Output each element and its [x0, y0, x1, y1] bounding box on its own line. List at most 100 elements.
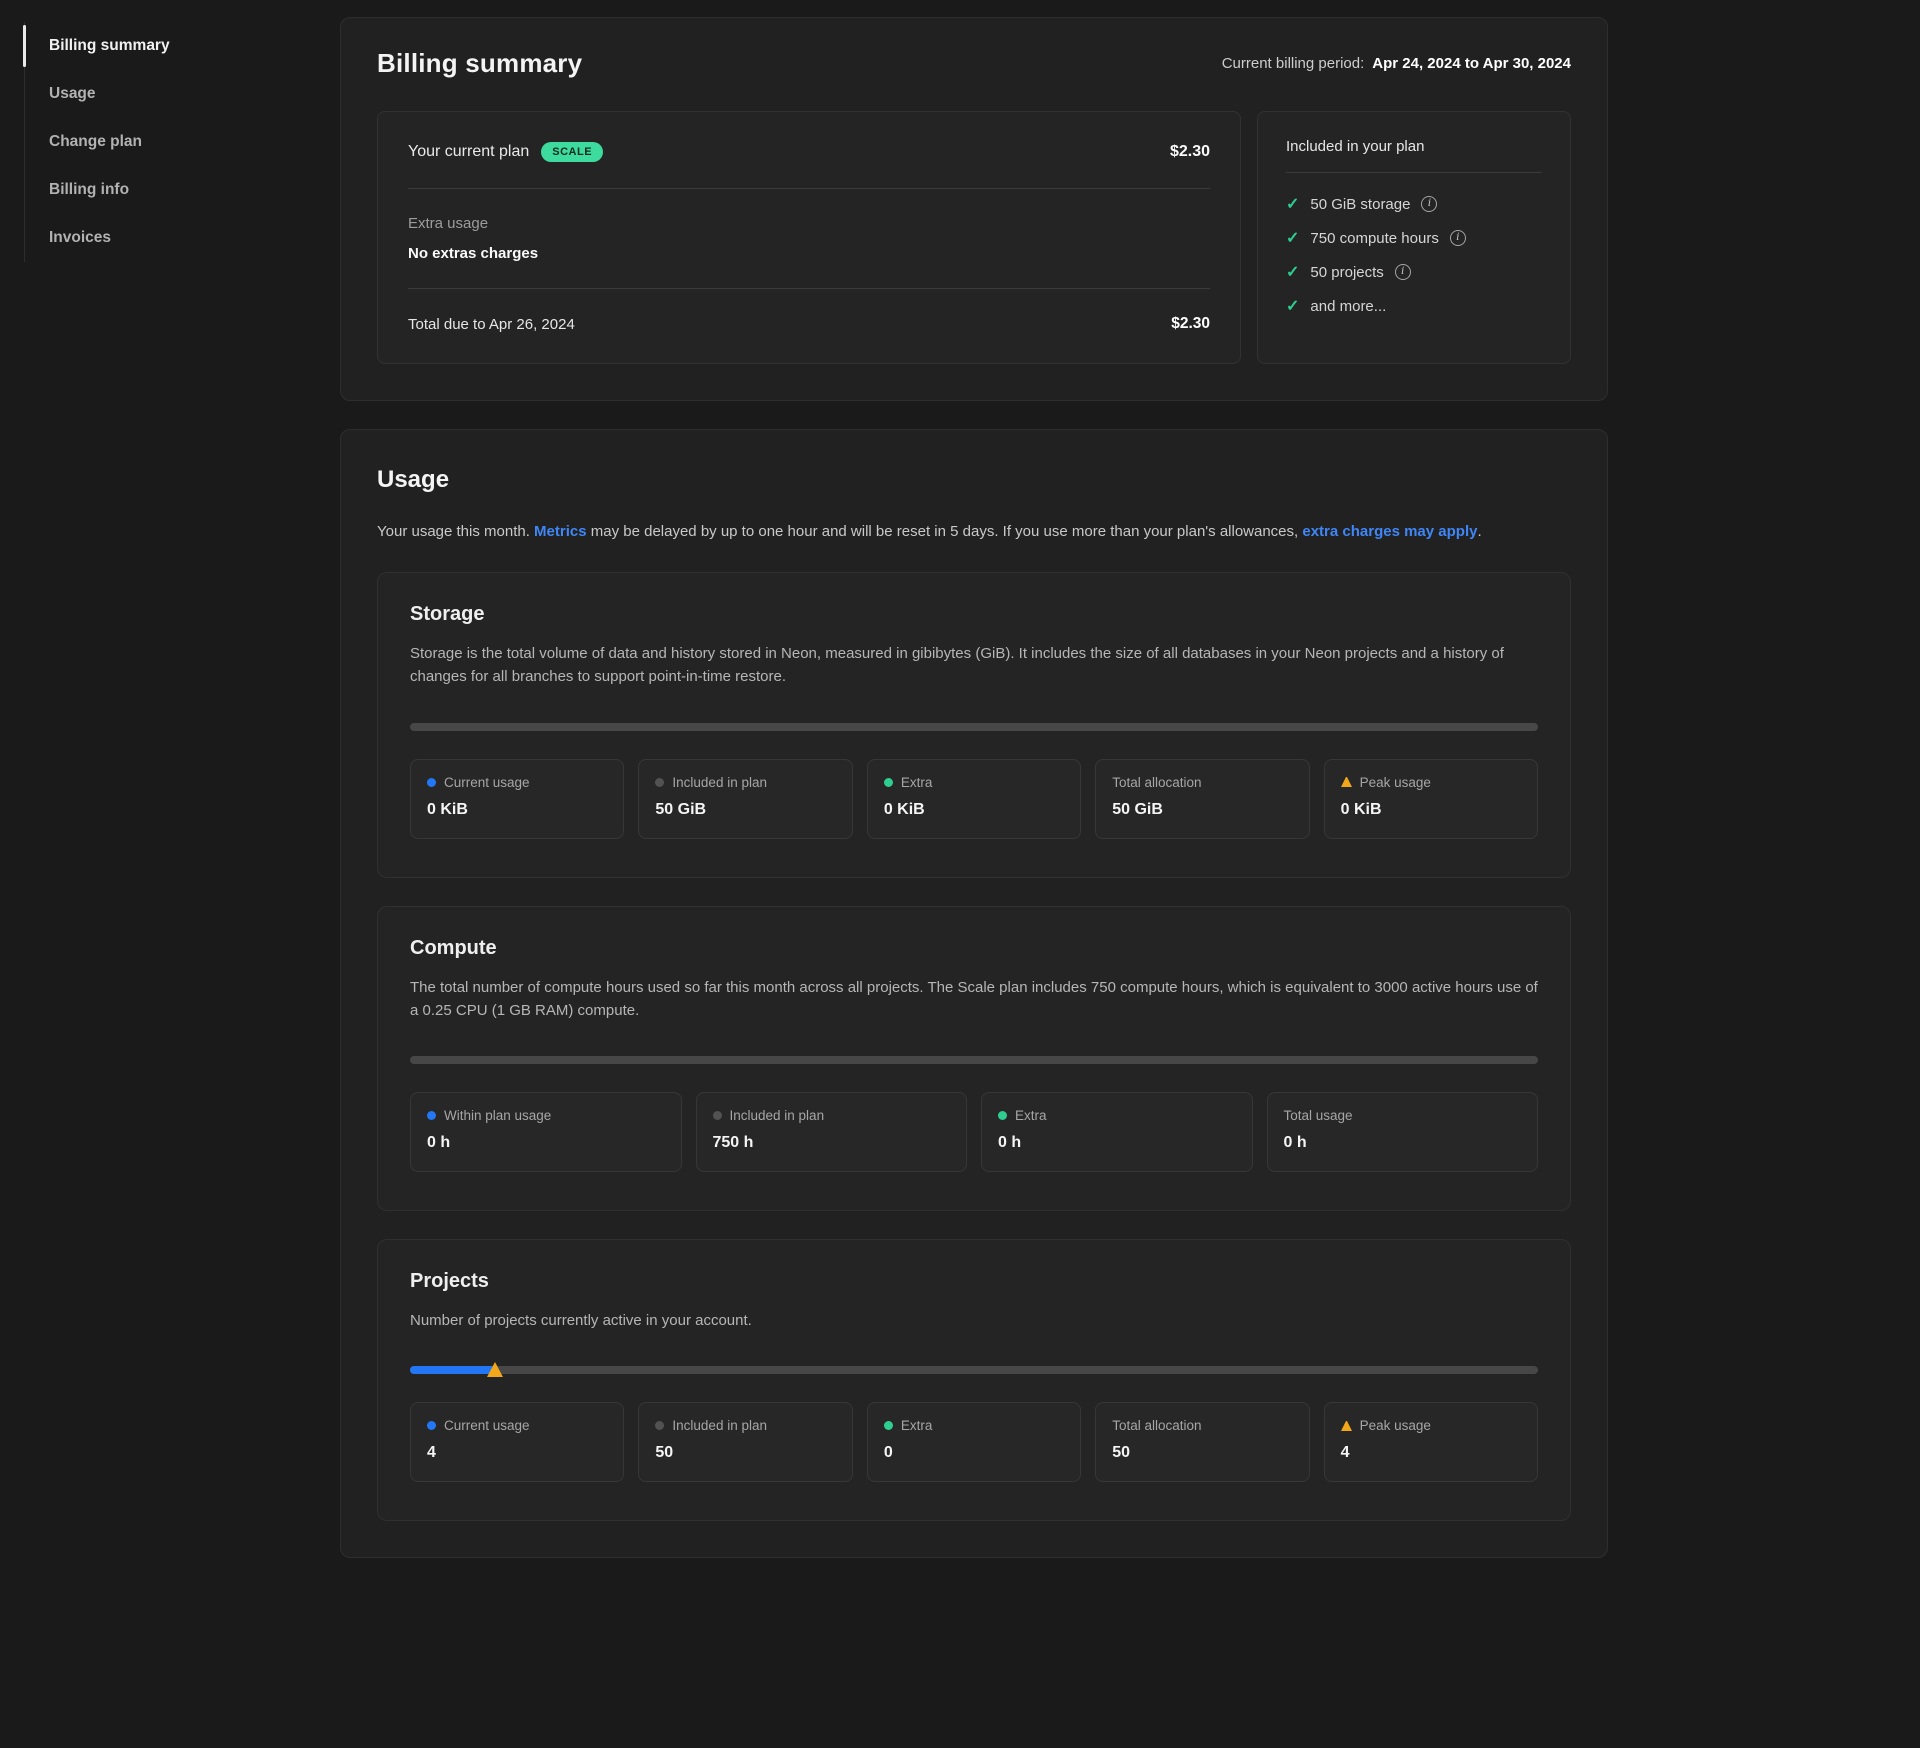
storage-stat-total-allocation: Total allocation 50 GiB	[1095, 758, 1310, 839]
extra-usage-value: No extras charges	[408, 245, 539, 262]
total-due-value: $2.30	[1171, 315, 1210, 332]
projects-progress-fill	[410, 1366, 495, 1375]
billing-summary-header: Billing summary Current billing period: A…	[377, 48, 1571, 79]
stat-label-row: Extra	[998, 1108, 1236, 1123]
stat-label-row: Total allocation	[1112, 775, 1292, 790]
compute-stat-within-plan-usage: Within plan usage 0 h	[410, 1092, 682, 1172]
green-dot-icon	[883, 777, 893, 787]
included-item-label: 50 GiB storage	[1310, 195, 1411, 213]
storage-stat-included-in-plan: Included in plan 50 GiB	[638, 758, 853, 839]
included-item-750-compute-hours: 750 compute hours	[1286, 221, 1542, 255]
info-icon[interactable]	[1421, 196, 1438, 212]
stat-label: Included in plan	[672, 774, 767, 790]
stat-label-row: Peak usage	[1340, 1418, 1521, 1434]
included-item-50-projects: 50 projects	[1286, 255, 1542, 289]
billing-summary-card: Billing summary Current billing period: A…	[340, 17, 1608, 401]
gray-dot-icon	[712, 1111, 722, 1120]
divider	[408, 288, 1210, 289]
stat-value: 50 GiB	[1112, 800, 1163, 818]
billing-period-value: Apr 24, 2024 to Apr 30, 2024	[1372, 55, 1571, 72]
included-item-and-more: and more...	[1286, 289, 1542, 323]
usage-sections: Storage Storage is the total volume of da…	[377, 572, 1571, 1522]
projects-stat-included-in-plan: Included in plan 50	[638, 1402, 853, 1483]
billing-sidebar: Billing summary Usage Change plan Billing i…	[0, 17, 340, 1578]
stat-label-row: Total allocation	[1112, 1418, 1292, 1433]
projects-progress-bar	[410, 1362, 1538, 1378]
stat-label-row: Included in plan	[712, 1108, 951, 1123]
stat-label-row: Extra	[883, 774, 1064, 790]
blue-dot-icon	[427, 1111, 436, 1120]
billing-summary-body: Your current plan SCALE $2.30 Extra usag…	[377, 111, 1571, 364]
sidebar-item-label: Billing summary	[49, 37, 170, 54]
stat-label: Peak usage	[1359, 774, 1431, 790]
stat-label-row: Within plan usage	[427, 1108, 665, 1123]
stat-label: Extra	[900, 774, 933, 790]
sidebar-item-label: Invoices	[49, 229, 112, 246]
included-item-50-gib-storage: 50 GiB storage	[1286, 187, 1542, 221]
check-icon	[1286, 296, 1299, 316]
plan-cost: $2.30	[1169, 143, 1210, 160]
usage-title: Usage	[377, 466, 450, 493]
sidebar-item-label: Change plan	[49, 133, 143, 150]
check-icon	[1286, 194, 1299, 214]
billing-page: Billing summary Usage Change plan Billing i…	[0, 0, 1920, 1578]
stat-value: 0 KiB	[1340, 800, 1382, 818]
included-in-plan-panel: Included in your plan 50 GiB storage 750 …	[1257, 111, 1571, 364]
stat-value: 50	[1112, 1444, 1131, 1462]
metrics-link[interactable]: Metrics	[534, 523, 587, 540]
storage-stat-peak-usage: Peak usage 0 KiB	[1323, 758, 1539, 839]
extra-usage-label: Extra usage	[408, 215, 489, 232]
sidebar-item-billing-info[interactable]: Billing info	[25, 166, 340, 214]
stat-value: 750 h	[712, 1134, 754, 1151]
storage-description: Storage is the total volume of data and …	[410, 645, 1504, 686]
stat-label-row: Extra	[883, 1418, 1064, 1433]
compute-section: Compute The total number of compute hours…	[377, 905, 1571, 1211]
sidebar-item-change-plan[interactable]: Change plan	[25, 118, 340, 166]
stat-value: 0 h	[1283, 1134, 1307, 1151]
sidebar-item-label: Usage	[49, 85, 96, 102]
storage-section: Storage Storage is the total volume of da…	[377, 572, 1571, 878]
projects-section: Projects Number of projects currently act…	[377, 1239, 1571, 1522]
compute-description: The total number of compute hours used s…	[410, 978, 1538, 1019]
compute-title: Compute	[410, 936, 497, 959]
current-plan-row: Your current plan SCALE $2.30	[408, 142, 1210, 162]
green-dot-icon	[998, 1111, 1007, 1120]
info-icon[interactable]	[1449, 230, 1466, 246]
extra-charges-link[interactable]: extra charges may apply	[1302, 523, 1478, 540]
stat-label: Peak usage	[1359, 1418, 1431, 1434]
storage-stat-extra: Extra 0 KiB	[866, 758, 1082, 839]
sidebar-item-usage[interactable]: Usage	[25, 70, 340, 118]
usage-intro: Your usage this month. Metrics may be de…	[377, 520, 1571, 544]
sidebar-item-billing-summary[interactable]: Billing summary	[23, 22, 340, 70]
divider	[408, 188, 1210, 189]
projects-title: Projects	[410, 1270, 489, 1292]
included-list: 50 GiB storage 750 compute hours 50 projec…	[1286, 187, 1542, 323]
stat-label: Total usage	[1283, 1108, 1353, 1123]
sidebar-item-invoices[interactable]: Invoices	[25, 214, 340, 262]
billing-period: Current billing period: Apr 24, 2024 to A…	[1222, 55, 1571, 72]
stat-label: Included in plan	[729, 1108, 825, 1123]
stat-value: 0 h	[998, 1134, 1022, 1151]
stat-label-row: Peak usage	[1340, 774, 1521, 790]
gray-dot-icon	[655, 777, 665, 787]
stat-label-row: Total usage	[1284, 1108, 1522, 1123]
stat-value: 0 h	[427, 1134, 451, 1151]
green-dot-icon	[883, 1421, 893, 1431]
compute-stat-extra: Extra 0 h	[981, 1092, 1253, 1172]
included-title: Included in your plan	[1286, 138, 1425, 155]
main-content: Billing summary Current billing period: A…	[340, 17, 1608, 1578]
compute-stat-included-in-plan: Included in plan 750 h	[695, 1092, 967, 1172]
included-item-label: 750 compute hours	[1310, 229, 1439, 247]
info-icon[interactable]	[1394, 264, 1411, 280]
stat-label-row: Current usage	[427, 775, 607, 790]
orange-triangle-icon	[1340, 777, 1352, 787]
extra-usage-block: Extra usage No extras charges	[408, 215, 1210, 262]
storage-progress-bar	[410, 722, 1538, 731]
check-icon	[1286, 262, 1299, 282]
usage-intro-text: may be delayed by up to one hour and wil…	[586, 523, 1303, 540]
stat-label: Included in plan	[672, 1418, 767, 1434]
compute-stat-total-usage: Total usage 0 h	[1266, 1092, 1538, 1172]
included-item-label: 50 projects	[1310, 263, 1384, 281]
check-icon	[1286, 228, 1299, 248]
stat-label-row: Current usage	[427, 1418, 607, 1433]
